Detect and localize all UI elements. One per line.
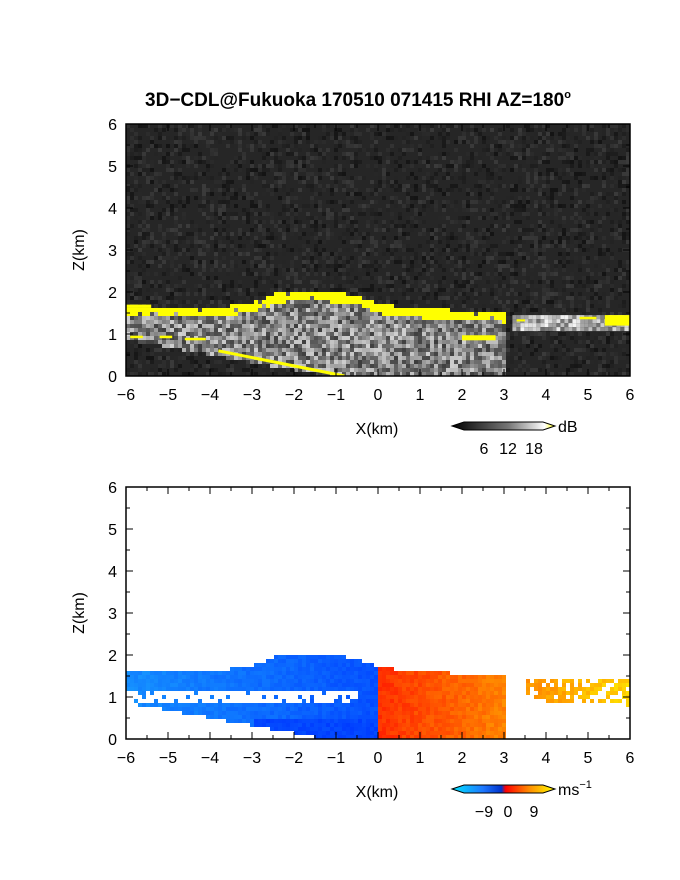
- top-tick-marks: [125, 123, 631, 377]
- bottom-colorbar-bar: [450, 784, 557, 794]
- top-x-axis-label: X(km): [356, 421, 399, 438]
- top-y-tick-labels: 0 1 2 3 4 5 6: [108, 117, 117, 386]
- x-tick-label: 3: [500, 387, 509, 404]
- bottom-tick-marks: [125, 486, 631, 740]
- colorbar-tick-label: 12: [499, 441, 517, 458]
- velocity-field: [126, 655, 630, 739]
- velocity-cells: [126, 655, 630, 739]
- y-tick-label: 5: [108, 159, 117, 176]
- y-tick-label: 5: [108, 522, 117, 539]
- x-tick-label: −2: [285, 750, 303, 767]
- x-tick-label: −3: [243, 387, 261, 404]
- y-tick-label: 1: [108, 690, 117, 707]
- x-tick-label: −6: [117, 750, 135, 767]
- x-tick-label: −1: [327, 750, 345, 767]
- bottom-x-axis-label: X(km): [356, 784, 399, 801]
- saturated-patches: [126, 304, 630, 376]
- y-tick-label: 2: [108, 285, 117, 302]
- y-tick-label: 2: [108, 648, 117, 665]
- backscatter-field: [126, 124, 630, 376]
- bottom-y-axis-label: Z(km): [71, 592, 88, 634]
- x-tick-label: 0: [374, 387, 383, 404]
- top-colorbar-bar: [450, 421, 557, 431]
- top-colorbar-unit: dB: [558, 419, 578, 436]
- chart-title: 3D−CDL@Fukuoka 170510 071415 RHI AZ=180o: [145, 89, 571, 111]
- top-y-axis-label: Z(km): [71, 229, 88, 271]
- y-tick-label: 6: [108, 117, 117, 134]
- y-tick-label: 6: [108, 480, 117, 497]
- x-tick-label: 0: [374, 750, 383, 767]
- x-tick-label: 1: [416, 387, 425, 404]
- y-tick-label: 0: [108, 369, 117, 386]
- x-tick-label: −6: [117, 387, 135, 404]
- x-tick-label: 4: [542, 750, 551, 767]
- x-tick-label: −4: [201, 387, 219, 404]
- x-tick-label: 5: [584, 387, 593, 404]
- top-colorbar: dB 6 12 18: [450, 419, 578, 458]
- bottom-colorbar-unit: ms−1: [558, 779, 592, 799]
- x-tick-label: 5: [584, 750, 593, 767]
- x-tick-label: −4: [201, 750, 219, 767]
- x-tick-label: 2: [458, 387, 467, 404]
- y-tick-label: 1: [108, 327, 117, 344]
- x-tick-label: 4: [542, 387, 551, 404]
- colorbar-tick-label: 0: [504, 804, 513, 821]
- x-tick-label: −5: [159, 750, 177, 767]
- x-tick-label: 2: [458, 750, 467, 767]
- bottom-x-tick-labels: −6 −5 −4 −3 −2 −1 0 1 2 3 4 5 6: [117, 750, 635, 767]
- cloud-cells: [126, 292, 630, 376]
- y-tick-label: 3: [108, 243, 117, 260]
- x-tick-label: −5: [159, 387, 177, 404]
- x-tick-label: 1: [416, 750, 425, 767]
- colorbar-tick-label: 6: [480, 441, 489, 458]
- y-tick-label: 0: [108, 732, 117, 749]
- x-tick-label: −1: [327, 387, 345, 404]
- colorbar-tick-label: 9: [530, 804, 539, 821]
- bottom-colorbar: ms−1 −9 0 9: [450, 779, 592, 821]
- x-tick-label: −2: [285, 387, 303, 404]
- x-tick-label: −3: [243, 750, 261, 767]
- bottom-y-tick-labels: 0 1 2 3 4 5 6: [108, 480, 117, 749]
- x-tick-label: 6: [626, 750, 635, 767]
- y-tick-label: 4: [108, 564, 117, 581]
- x-tick-label: 3: [500, 750, 509, 767]
- y-tick-label: 3: [108, 606, 117, 623]
- colorbar-tick-label: −9: [475, 804, 493, 821]
- y-tick-label: 4: [108, 201, 117, 218]
- top-x-tick-labels: −6 −5 −4 −3 −2 −1 0 1 2 3 4 5 6: [117, 387, 635, 404]
- colorbar-tick-label: 18: [525, 441, 543, 458]
- x-tick-label: 6: [626, 387, 635, 404]
